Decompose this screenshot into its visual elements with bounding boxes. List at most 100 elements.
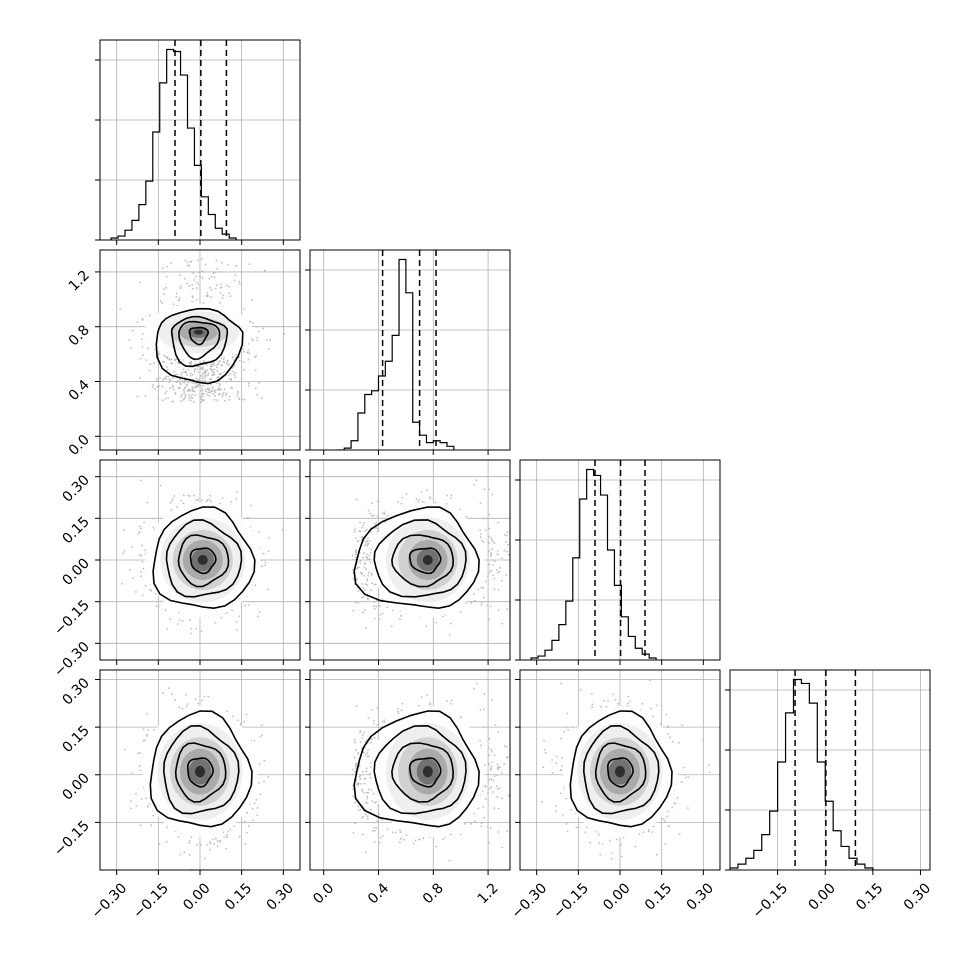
scatter-point (201, 699, 204, 702)
scatter-point (228, 398, 231, 401)
scatter-point (213, 364, 215, 367)
scatter-point (149, 363, 152, 366)
scatter-point (247, 384, 250, 387)
scatter-point (390, 625, 393, 628)
scatter-point (505, 541, 507, 543)
scatter-point (214, 287, 217, 290)
scatter-point (196, 287, 198, 289)
scatter-point (159, 484, 162, 487)
x-tick-label: 0.00 (805, 880, 838, 913)
scatter-point (141, 544, 143, 547)
scatter-point (190, 363, 192, 365)
scatter-point (459, 611, 462, 614)
scatter-point (143, 521, 145, 524)
scatter-point (225, 392, 228, 395)
scatter-point (488, 488, 490, 491)
scatter-point (243, 368, 245, 371)
scatter-point (204, 263, 207, 266)
scatter-point (366, 579, 369, 582)
scatter-point (206, 292, 209, 294)
scatter-point (246, 351, 249, 354)
scatter-point (187, 494, 189, 497)
scatter-point (365, 528, 368, 531)
scatter-point (165, 390, 168, 393)
scatter-point (230, 501, 232, 503)
scatter-point (136, 321, 139, 323)
scatter-point (492, 564, 494, 566)
density-fill (145, 502, 261, 618)
scatter-point (362, 524, 364, 527)
scatter-point (483, 488, 486, 491)
scatter-point (167, 397, 170, 399)
scatter-point (184, 259, 187, 262)
scatter-point (505, 534, 508, 537)
scatter-point (177, 835, 180, 838)
scatter-point (144, 739, 147, 742)
scatter-point (210, 363, 213, 366)
scatter-point (152, 517, 155, 520)
scatter-point (365, 541, 367, 543)
contour-line (177, 534, 230, 588)
scatter-point (217, 363, 220, 365)
scatter-point (417, 500, 419, 503)
joint-content (119, 258, 286, 403)
scatter-point (219, 292, 222, 294)
scatter-point (351, 558, 354, 561)
scatter-point (214, 391, 217, 394)
scatter-point (210, 390, 213, 393)
scatter-point (366, 557, 369, 560)
scatter-point (506, 531, 509, 534)
scatter-point (448, 634, 451, 636)
scatter-point (183, 851, 186, 854)
scatter-point (234, 274, 237, 276)
scatter-point (235, 498, 238, 501)
y-tick-label: 0.4 (66, 377, 93, 404)
scatter-point (187, 381, 190, 384)
scatter-point (204, 389, 207, 391)
scatter-point (361, 526, 364, 529)
scatter-point (491, 540, 494, 543)
scatter-point (197, 371, 200, 373)
joint-content (351, 479, 510, 636)
scatter-point (375, 605, 378, 608)
scatter-point (375, 521, 378, 524)
scatter-point (191, 300, 194, 303)
scatter-point (148, 314, 151, 317)
scatter-point (218, 386, 221, 389)
scatter-point (496, 553, 499, 556)
scatter-point (446, 494, 449, 497)
scatter-point (367, 571, 370, 574)
scatter-point (497, 588, 500, 591)
scatter-point (201, 392, 204, 395)
scatter-point (199, 275, 202, 278)
scatter-point (165, 840, 168, 843)
scatter-point (247, 604, 250, 606)
scatter-point (355, 549, 357, 552)
scatter-point (191, 393, 194, 396)
scatter-point (281, 529, 284, 531)
scatter-point (235, 354, 238, 356)
scatter-point (137, 532, 140, 535)
scatter-point (197, 283, 200, 286)
scatter-point (146, 347, 149, 350)
scatter-point (367, 537, 369, 540)
scatter-point (370, 589, 372, 592)
scatter-point (207, 372, 210, 375)
scatter-point (459, 508, 462, 511)
contour-line (152, 506, 256, 610)
grid-lines (100, 40, 300, 240)
scatter-point (139, 357, 142, 360)
scatter-point (161, 821, 163, 824)
scatter-point (356, 567, 358, 570)
scatter-point (193, 279, 196, 281)
scatter-point (370, 574, 373, 576)
scatter-point (157, 605, 160, 608)
scatter-point (130, 807, 132, 810)
scatter-point (479, 502, 482, 505)
scatter-point (473, 483, 475, 486)
scatter-point (201, 368, 204, 371)
scatter-point (267, 550, 270, 553)
scatter-point (153, 362, 155, 364)
scatter-point (139, 281, 141, 284)
contours (152, 506, 256, 610)
